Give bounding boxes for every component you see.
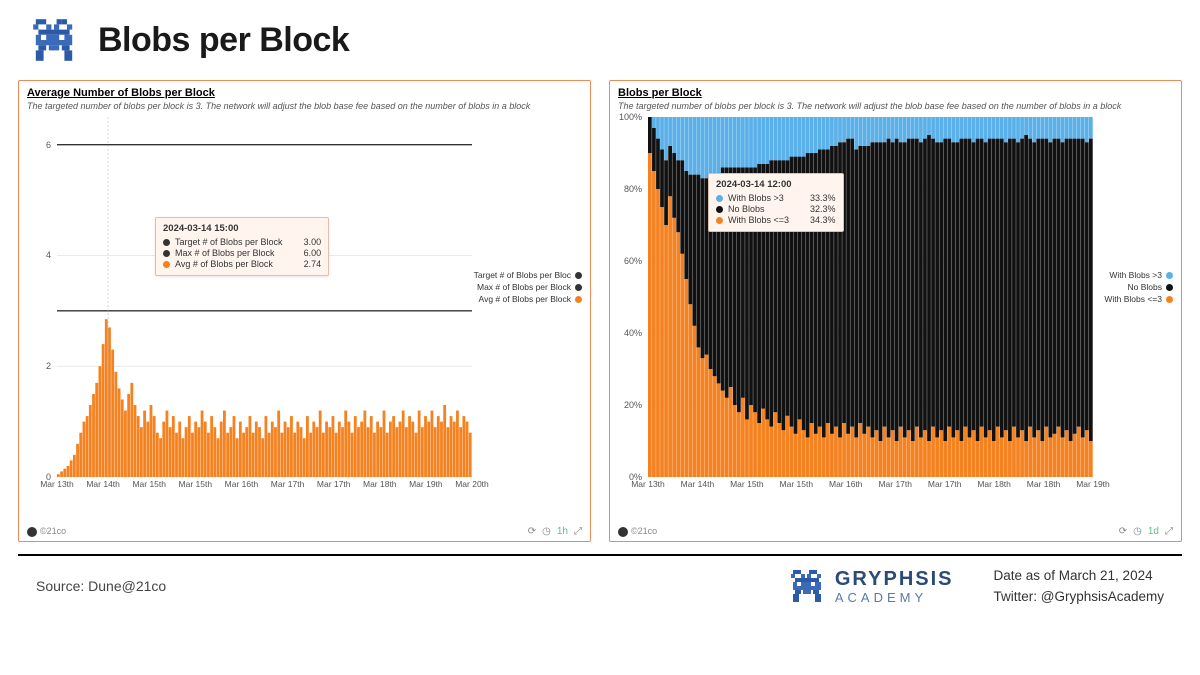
chart-subtitle: The targeted number of blobs per block i… <box>618 101 1173 111</box>
gryphsis-logo-icon <box>787 566 827 606</box>
chart-svg <box>57 117 472 477</box>
clock-icon[interactable]: ◷ <box>1133 526 1142 537</box>
expand-icon[interactable]: ⤢ <box>574 526 582 537</box>
y-axis: 0%20%40%60%80%100% <box>618 117 646 477</box>
page-footer: Source: Dune@21co GRYPHSIS ACADEMY Date … <box>0 556 1200 606</box>
chart-title: Blobs per Block <box>618 87 1173 99</box>
source-text: Source: Dune@21co <box>36 578 166 594</box>
clock-icon[interactable]: ◷ <box>542 526 551 537</box>
refresh-icon[interactable]: ⟳ <box>528 526 536 537</box>
brand: GRYPHSIS ACADEMY <box>787 566 954 606</box>
chart-title: Average Number of Blobs per Block <box>27 87 582 99</box>
gryphsis-logo-icon <box>28 14 80 66</box>
legend: Target # of Blobs per BlocMax # of Blobs… <box>476 270 582 306</box>
footer-controls[interactable]: ⟳ ◷ 1h ⤢ <box>528 526 582 537</box>
brand-sub: ACADEMY <box>835 591 954 604</box>
plot-area <box>57 117 472 477</box>
tooltip: 2024-03-14 12:00With Blobs >333.3%No Blo… <box>708 173 844 232</box>
brand-text: GRYPHSIS ACADEMY <box>835 569 954 604</box>
expand-icon[interactable]: ⤢ <box>1165 526 1173 537</box>
tooltip: 2024-03-14 15:00Target # of Blobs per Bl… <box>155 217 329 276</box>
meta: Date as of March 21, 2024 Twitter: @Gryp… <box>994 568 1165 604</box>
footer-source: ©21co <box>618 526 657 537</box>
plot-wrap: 0246 Mar 13thMar 14thMar 15thMar 15thMar… <box>27 117 582 497</box>
chart-card-avg-blobs: Average Number of Blobs per Block The ta… <box>18 80 591 542</box>
chart-subtitle: The targeted number of blobs per block i… <box>27 101 582 111</box>
chart-svg <box>648 117 1093 477</box>
footer-source: ©21co <box>27 526 66 537</box>
x-axis: Mar 13thMar 14thMar 15thMar 15thMar 16th… <box>57 479 472 497</box>
twitter-text: Twitter: @GryphsisAcademy <box>994 589 1165 604</box>
card-footer: ©21co ⟳ ◷ 1d ⤢ <box>618 526 1173 537</box>
interval-tag[interactable]: 1d <box>1148 526 1159 537</box>
plot-area <box>648 117 1093 477</box>
y-axis: 0246 <box>27 117 55 477</box>
plot-wrap: 0%20%40%60%80%100% Mar 13thMar 14thMar 1… <box>618 117 1173 497</box>
page-title: Blobs per Block <box>98 21 349 60</box>
refresh-icon[interactable]: ⟳ <box>1119 526 1127 537</box>
x-axis: Mar 13thMar 14thMar 15thMar 15thMar 16th… <box>648 479 1093 497</box>
legend: With Blobs >3No BlobsWith Blobs <=3 <box>1097 270 1173 306</box>
interval-tag[interactable]: 1h <box>557 526 568 537</box>
charts-row: Average Number of Blobs per Block The ta… <box>0 72 1200 542</box>
chart-card-blobs-pct: Blobs per Block The targeted number of b… <box>609 80 1182 542</box>
brand-name: GRYPHSIS <box>835 569 954 589</box>
header: Blobs per Block <box>0 0 1200 72</box>
footer-controls[interactable]: ⟳ ◷ 1d ⤢ <box>1119 526 1173 537</box>
date-text: Date as of March 21, 2024 <box>994 568 1165 583</box>
card-footer: ©21co ⟳ ◷ 1h ⤢ <box>27 526 582 537</box>
